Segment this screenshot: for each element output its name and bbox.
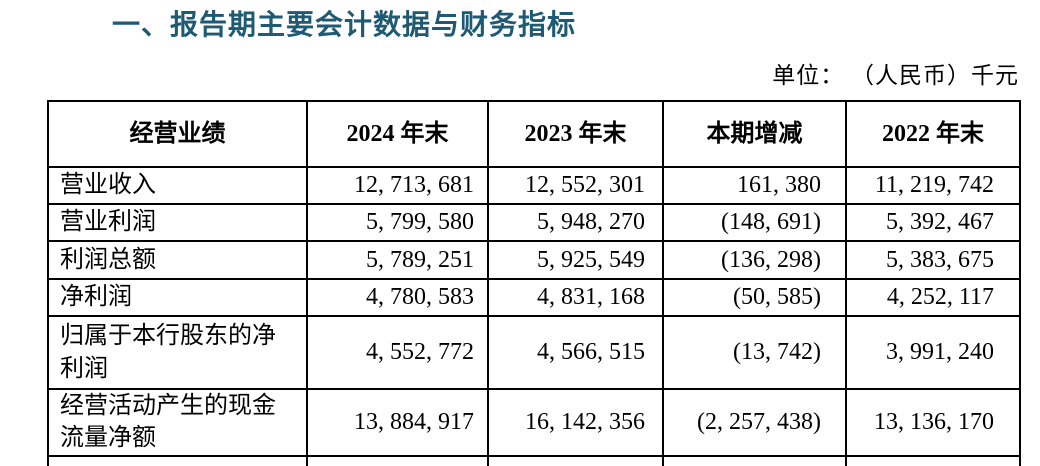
table-row: 营业利润 5, 799, 580 5, 948, 270 (148, 691) … [47, 203, 1021, 242]
cell-value: 11, 219, 742 [845, 166, 1021, 205]
cell-value: 13, 136, 170 [845, 388, 1021, 457]
row-label: 净利润 [47, 278, 308, 317]
cell-value: 5, 925, 549 [487, 240, 664, 280]
column-header-change: 本期增减 [662, 100, 847, 168]
cell-value: 4, 552, 772 [306, 315, 489, 390]
row-label: 经营活动产生的现金 流量净额 [47, 388, 308, 457]
column-header-2023: 2023 年末 [487, 100, 664, 168]
cell-value: 4, 780, 583 [306, 278, 489, 317]
cell-value: (136, 298) [662, 240, 847, 280]
row-label: 归属于本行股东的净 利润 [47, 315, 308, 390]
section-title: 一、报告期主要会计数据与财务指标 [112, 10, 577, 41]
table-row: 归属于本行股东的净 利润 4, 552, 772 4, 566, 515 (13… [47, 315, 1021, 390]
row-label: 营业收入 [47, 166, 308, 205]
column-header-metric: 经营业绩 [47, 100, 308, 168]
table-header-row: 经营业绩 2024 年末 2023 年末 本期增减 2022 年末 [47, 100, 1021, 168]
column-header-2022: 2022 年末 [845, 100, 1021, 168]
cell-empty [662, 454, 847, 466]
cell-value: 5, 948, 270 [487, 203, 664, 242]
table-row: 利润总额 5, 789, 251 5, 925, 549 (136, 298) … [47, 240, 1021, 280]
cell-value: 5, 392, 467 [845, 203, 1021, 242]
row-label-empty [47, 454, 308, 466]
table-row-partial [47, 454, 1021, 466]
cell-value: 4, 252, 117 [845, 278, 1021, 317]
cell-value: 16, 142, 356 [487, 388, 664, 457]
cell-value: 161, 380 [662, 166, 847, 205]
cell-value: 4, 566, 515 [487, 315, 664, 390]
cell-value: 13, 884, 917 [306, 388, 489, 457]
table-row: 营业收入 12, 713, 681 12, 552, 301 161, 380 … [47, 166, 1021, 205]
cell-empty [845, 454, 1021, 466]
cell-value: 5, 383, 675 [845, 240, 1021, 280]
cell-value: 3, 991, 240 [845, 315, 1021, 390]
row-label: 利润总额 [47, 240, 308, 280]
cell-value: 5, 789, 251 [306, 240, 489, 280]
cell-value: (13, 742) [662, 315, 847, 390]
cell-value: 12, 713, 681 [306, 166, 489, 205]
column-header-2024: 2024 年末 [306, 100, 489, 168]
cell-value: (50, 585) [662, 278, 847, 317]
unit-note: 单位： （人民币）千元 [772, 63, 1019, 88]
table-row: 经营活动产生的现金 流量净额 13, 884, 917 16, 142, 356… [47, 388, 1021, 457]
cell-value: (148, 691) [662, 203, 847, 242]
financial-indicators-table: 经营业绩 2024 年末 2023 年末 本期增减 2022 年末 营业收入 1… [47, 100, 1021, 466]
cell-value: (2, 257, 438) [662, 388, 847, 457]
row-label: 营业利润 [47, 203, 308, 242]
table-row: 净利润 4, 780, 583 4, 831, 168 (50, 585) 4,… [47, 278, 1021, 317]
cell-value: 5, 799, 580 [306, 203, 489, 242]
cell-empty [487, 454, 664, 466]
cell-value: 4, 831, 168 [487, 278, 664, 317]
cell-empty [306, 454, 489, 466]
cell-value: 12, 552, 301 [487, 166, 664, 205]
